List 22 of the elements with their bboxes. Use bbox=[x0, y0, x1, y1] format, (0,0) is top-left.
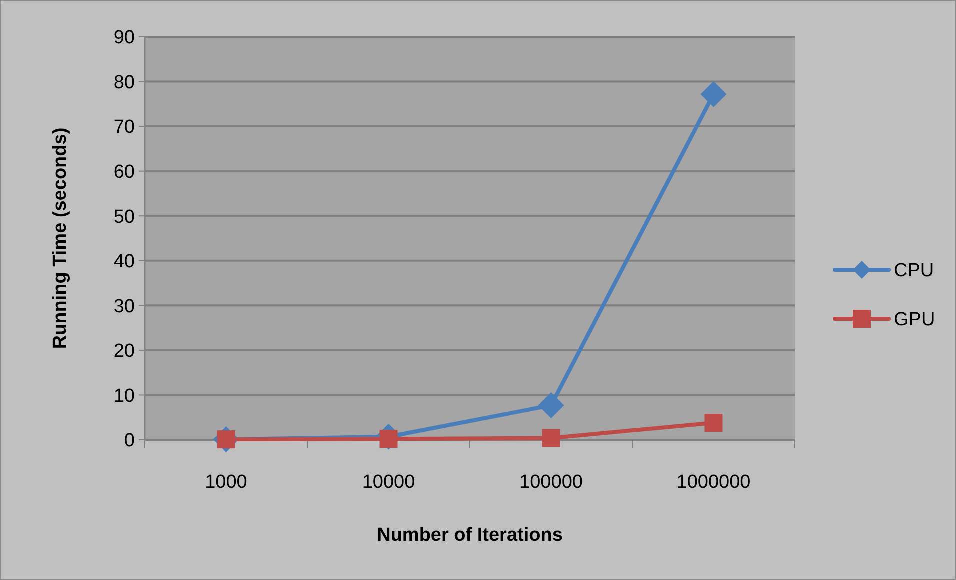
x-tick-label: 100000 bbox=[520, 472, 583, 493]
y-tick-label: 50 bbox=[114, 206, 135, 228]
y-tick-label: 40 bbox=[114, 252, 135, 273]
y-tick-label: 80 bbox=[114, 72, 135, 94]
legend-label: CPU bbox=[894, 260, 934, 282]
x-axis-title: Number of Iterations bbox=[377, 525, 563, 546]
y-tick-label: 60 bbox=[114, 162, 135, 183]
y-tick-label: 10 bbox=[114, 386, 135, 407]
point bbox=[538, 392, 564, 419]
y-tick-label: 70 bbox=[114, 117, 135, 138]
point bbox=[704, 414, 723, 432]
legend-label: GPU bbox=[894, 310, 936, 331]
x-tick-label: 10000 bbox=[362, 472, 416, 493]
y-axis-title: Running Time (seconds) bbox=[50, 128, 71, 350]
y-tick-label: 90 bbox=[114, 28, 135, 49]
point bbox=[700, 81, 727, 108]
y-tick-label: 0 bbox=[124, 430, 135, 452]
point bbox=[542, 429, 560, 448]
y-tick-label: 30 bbox=[114, 296, 135, 318]
x-tick-label: 1000 bbox=[205, 472, 248, 493]
x-tick-label: 1000000 bbox=[676, 472, 751, 493]
y-tick-label: 20 bbox=[114, 341, 135, 362]
